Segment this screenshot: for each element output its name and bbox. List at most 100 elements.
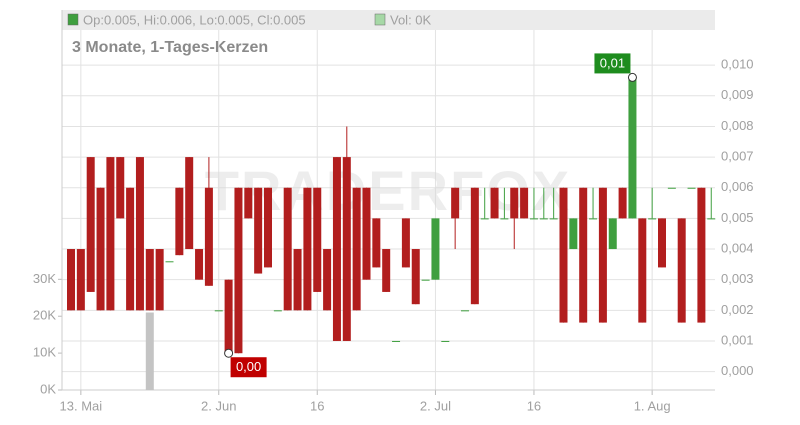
candle-body bbox=[510, 187, 519, 219]
candle-body bbox=[264, 187, 272, 268]
candle-body bbox=[520, 187, 529, 219]
candle-body bbox=[313, 187, 322, 292]
candle-body bbox=[500, 218, 509, 220]
y-tick-label: 0,002 bbox=[721, 302, 754, 317]
annotation-box bbox=[230, 357, 267, 378]
candle-body bbox=[628, 77, 637, 219]
y2-tick-label: 10K bbox=[33, 345, 56, 360]
y2-tick-label: 20K bbox=[33, 308, 56, 323]
y-tick-label: 0,001 bbox=[721, 332, 754, 347]
candle-body bbox=[283, 187, 292, 311]
annotation-label: 0,00 bbox=[236, 359, 261, 374]
annotation-label: 0,01 bbox=[600, 55, 625, 70]
candle-body bbox=[126, 187, 135, 311]
candle-body bbox=[579, 187, 588, 323]
x-tick-label: 2. Jul bbox=[420, 398, 451, 413]
candle-body bbox=[372, 218, 381, 268]
candle-body bbox=[638, 218, 647, 323]
candle-body bbox=[707, 218, 716, 220]
candle-body bbox=[598, 187, 607, 323]
candle-body bbox=[135, 157, 144, 311]
y-tick-label: 0,004 bbox=[721, 240, 754, 255]
volume-bar bbox=[145, 312, 154, 390]
candle-body bbox=[697, 187, 706, 323]
legend-swatch bbox=[374, 13, 386, 26]
y-tick-label: 0,006 bbox=[721, 179, 754, 194]
y2-tick-label: 30K bbox=[33, 271, 56, 286]
x-tick-label: 16 bbox=[527, 398, 541, 413]
annotation-box bbox=[594, 53, 631, 74]
candle-body bbox=[116, 157, 125, 219]
candle-body bbox=[175, 187, 184, 256]
candle-body bbox=[392, 340, 401, 342]
x-tick-label: 16 bbox=[310, 398, 324, 413]
candle-body bbox=[451, 187, 460, 219]
candle-body bbox=[461, 310, 469, 312]
candle-body bbox=[480, 218, 489, 220]
candle-body bbox=[273, 310, 282, 312]
candle-body bbox=[234, 187, 243, 354]
candle-body bbox=[441, 340, 450, 342]
candle-body bbox=[185, 157, 194, 250]
candle-body bbox=[155, 249, 164, 311]
candle-body bbox=[608, 218, 617, 250]
candle-body bbox=[106, 157, 115, 311]
candle-body bbox=[352, 187, 361, 311]
candle-body bbox=[382, 249, 391, 292]
candle-body bbox=[165, 261, 174, 263]
y-tick-label: 0,010 bbox=[721, 57, 754, 72]
candle-body bbox=[195, 249, 204, 280]
y-tick-label: 0,009 bbox=[721, 87, 754, 102]
candle-body bbox=[677, 218, 686, 323]
extreme-marker bbox=[627, 72, 637, 82]
candle-body bbox=[667, 187, 676, 189]
y2-tick-label: 0K bbox=[40, 381, 56, 396]
candle-body bbox=[569, 218, 578, 250]
candle-body bbox=[332, 157, 341, 341]
legend-swatch bbox=[67, 13, 79, 26]
candle-body bbox=[244, 187, 253, 219]
candle-body bbox=[323, 249, 332, 311]
candle-body bbox=[529, 218, 538, 220]
candle-body bbox=[470, 187, 479, 305]
candle-body bbox=[145, 249, 154, 311]
candle-body bbox=[431, 218, 440, 280]
candle-body bbox=[254, 187, 263, 274]
y-tick-label: 0,008 bbox=[721, 118, 754, 133]
candle-body bbox=[293, 249, 302, 311]
legend-bar bbox=[62, 10, 715, 30]
legend-label: Vol: 0K bbox=[390, 12, 432, 27]
y-tick-label: 0,000 bbox=[721, 363, 754, 378]
candle-body bbox=[214, 310, 223, 312]
y-tick-label: 0,007 bbox=[721, 149, 754, 164]
legend-label: Op:0.005, Hi:0.006, Lo:0.005, Cl:0.005 bbox=[83, 12, 306, 27]
candle-body bbox=[618, 187, 627, 219]
x-tick-label: 2. Jun bbox=[201, 398, 236, 413]
x-tick-label: 1. Aug bbox=[634, 398, 671, 413]
candle-body bbox=[204, 187, 213, 286]
y-tick-label: 0,005 bbox=[721, 210, 754, 225]
candle-body bbox=[96, 187, 105, 311]
candle-body bbox=[86, 157, 95, 292]
candle-body bbox=[490, 187, 499, 219]
candle-body bbox=[648, 218, 657, 220]
candle-body bbox=[559, 187, 568, 323]
candle-body bbox=[539, 218, 548, 220]
extreme-marker bbox=[224, 348, 234, 358]
candle-body bbox=[411, 249, 420, 305]
candle-body bbox=[362, 187, 371, 280]
x-tick-label: 13. Mai bbox=[60, 398, 103, 413]
candle-body bbox=[589, 218, 598, 220]
chart-subtitle: 3 Monate, 1-Tages-Kerzen bbox=[72, 39, 268, 56]
candle-body bbox=[401, 218, 410, 268]
candle-body bbox=[342, 157, 351, 341]
y-tick-label: 0,003 bbox=[721, 271, 754, 286]
candle-body bbox=[224, 279, 233, 354]
candle-body bbox=[687, 187, 696, 189]
candle-body bbox=[658, 218, 666, 268]
candle-body bbox=[76, 249, 85, 311]
candle-body bbox=[67, 249, 75, 311]
candle-body bbox=[421, 279, 430, 281]
